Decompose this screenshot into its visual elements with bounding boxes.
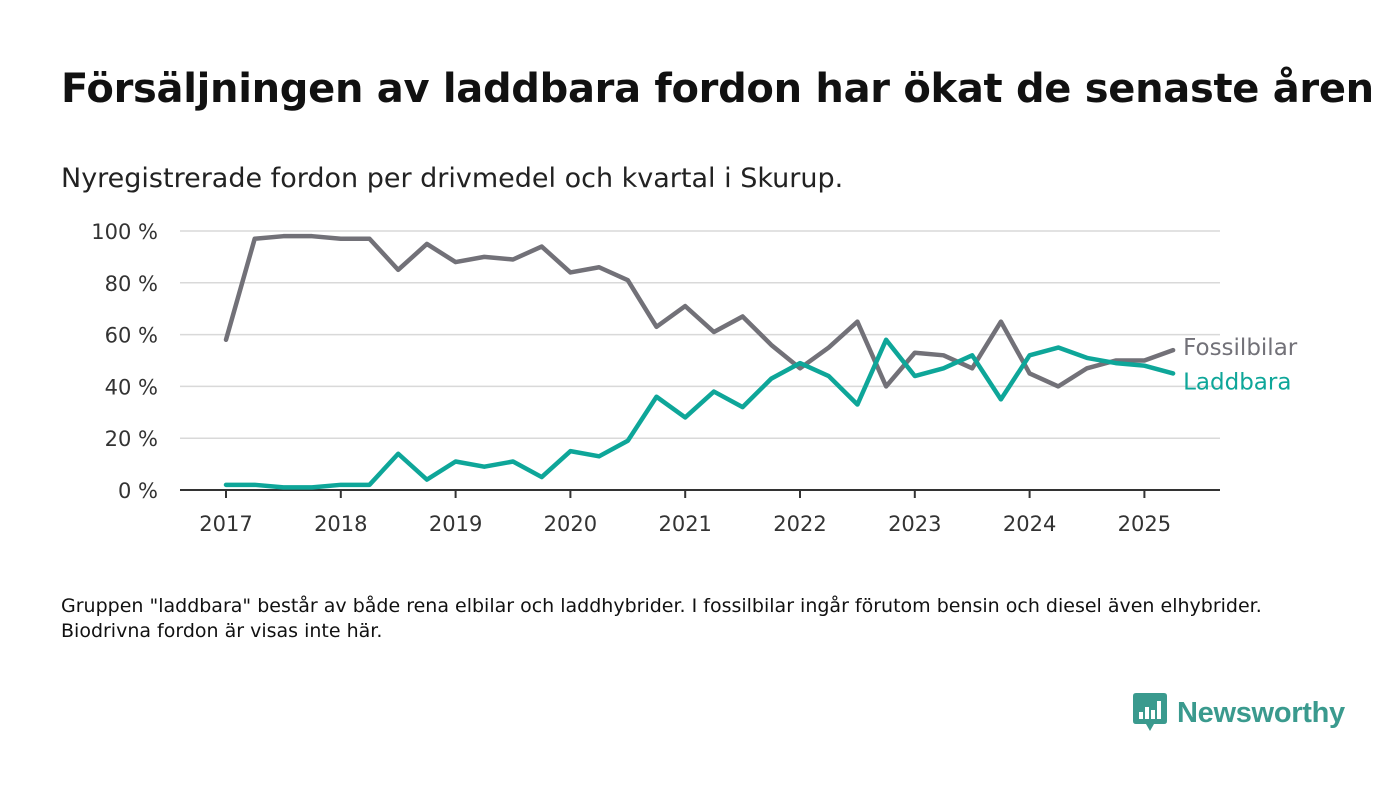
x-tick-label: 2024 [1003, 512, 1056, 536]
line-chart: 0 % 20 % 40 % 60 % 80 % 100 % 2017 2018 2019 2020… [91, 220, 1298, 536]
x-tick-label: 2025 [1118, 512, 1171, 536]
series-lines [223, 233, 1176, 490]
series-label-laddbara: Laddbara [1183, 369, 1291, 395]
x-tick-label: 2017 [199, 512, 252, 536]
newsworthy-logo-icon [1133, 693, 1167, 731]
y-tick-label: 40 % [105, 375, 158, 399]
y-tick-label: 20 % [105, 427, 158, 451]
y-tick-label: 80 % [105, 272, 158, 296]
series-labels: Fossilbilar Laddbara [1183, 335, 1298, 395]
y-tick-label: 60 % [105, 324, 158, 348]
x-tick-label: 2018 [314, 512, 367, 536]
x-tick-label: 2021 [658, 512, 711, 536]
x-tick-label: 2020 [544, 512, 597, 536]
footnote: Gruppen "laddbara" består av både rena e… [61, 595, 1262, 642]
y-tick-label: 0 % [118, 479, 158, 503]
brand-name: Newsworthy [1177, 696, 1345, 729]
axes: 0 % 20 % 40 % 60 % 80 % 100 % 2017 2018 2019 2020… [91, 220, 1220, 536]
series-label-fossilbilar: Fossilbilar [1183, 335, 1298, 361]
x-tick-label: 2019 [429, 512, 482, 536]
y-tick-label: 100 % [91, 220, 158, 244]
x-tick-label: 2023 [888, 512, 941, 536]
grid-lines [180, 230, 1220, 439]
chart-title: Försäljningen av laddbara fordon har öka… [61, 66, 1374, 112]
x-tick-label: 2022 [773, 512, 826, 536]
series-line-laddbara [223, 337, 1176, 490]
chart-subtitle: Nyregistrerade fordon per drivmedel och … [61, 163, 844, 194]
brand-logo: Newsworthy [1133, 693, 1345, 733]
series-line-fossilbilar [223, 233, 1176, 389]
